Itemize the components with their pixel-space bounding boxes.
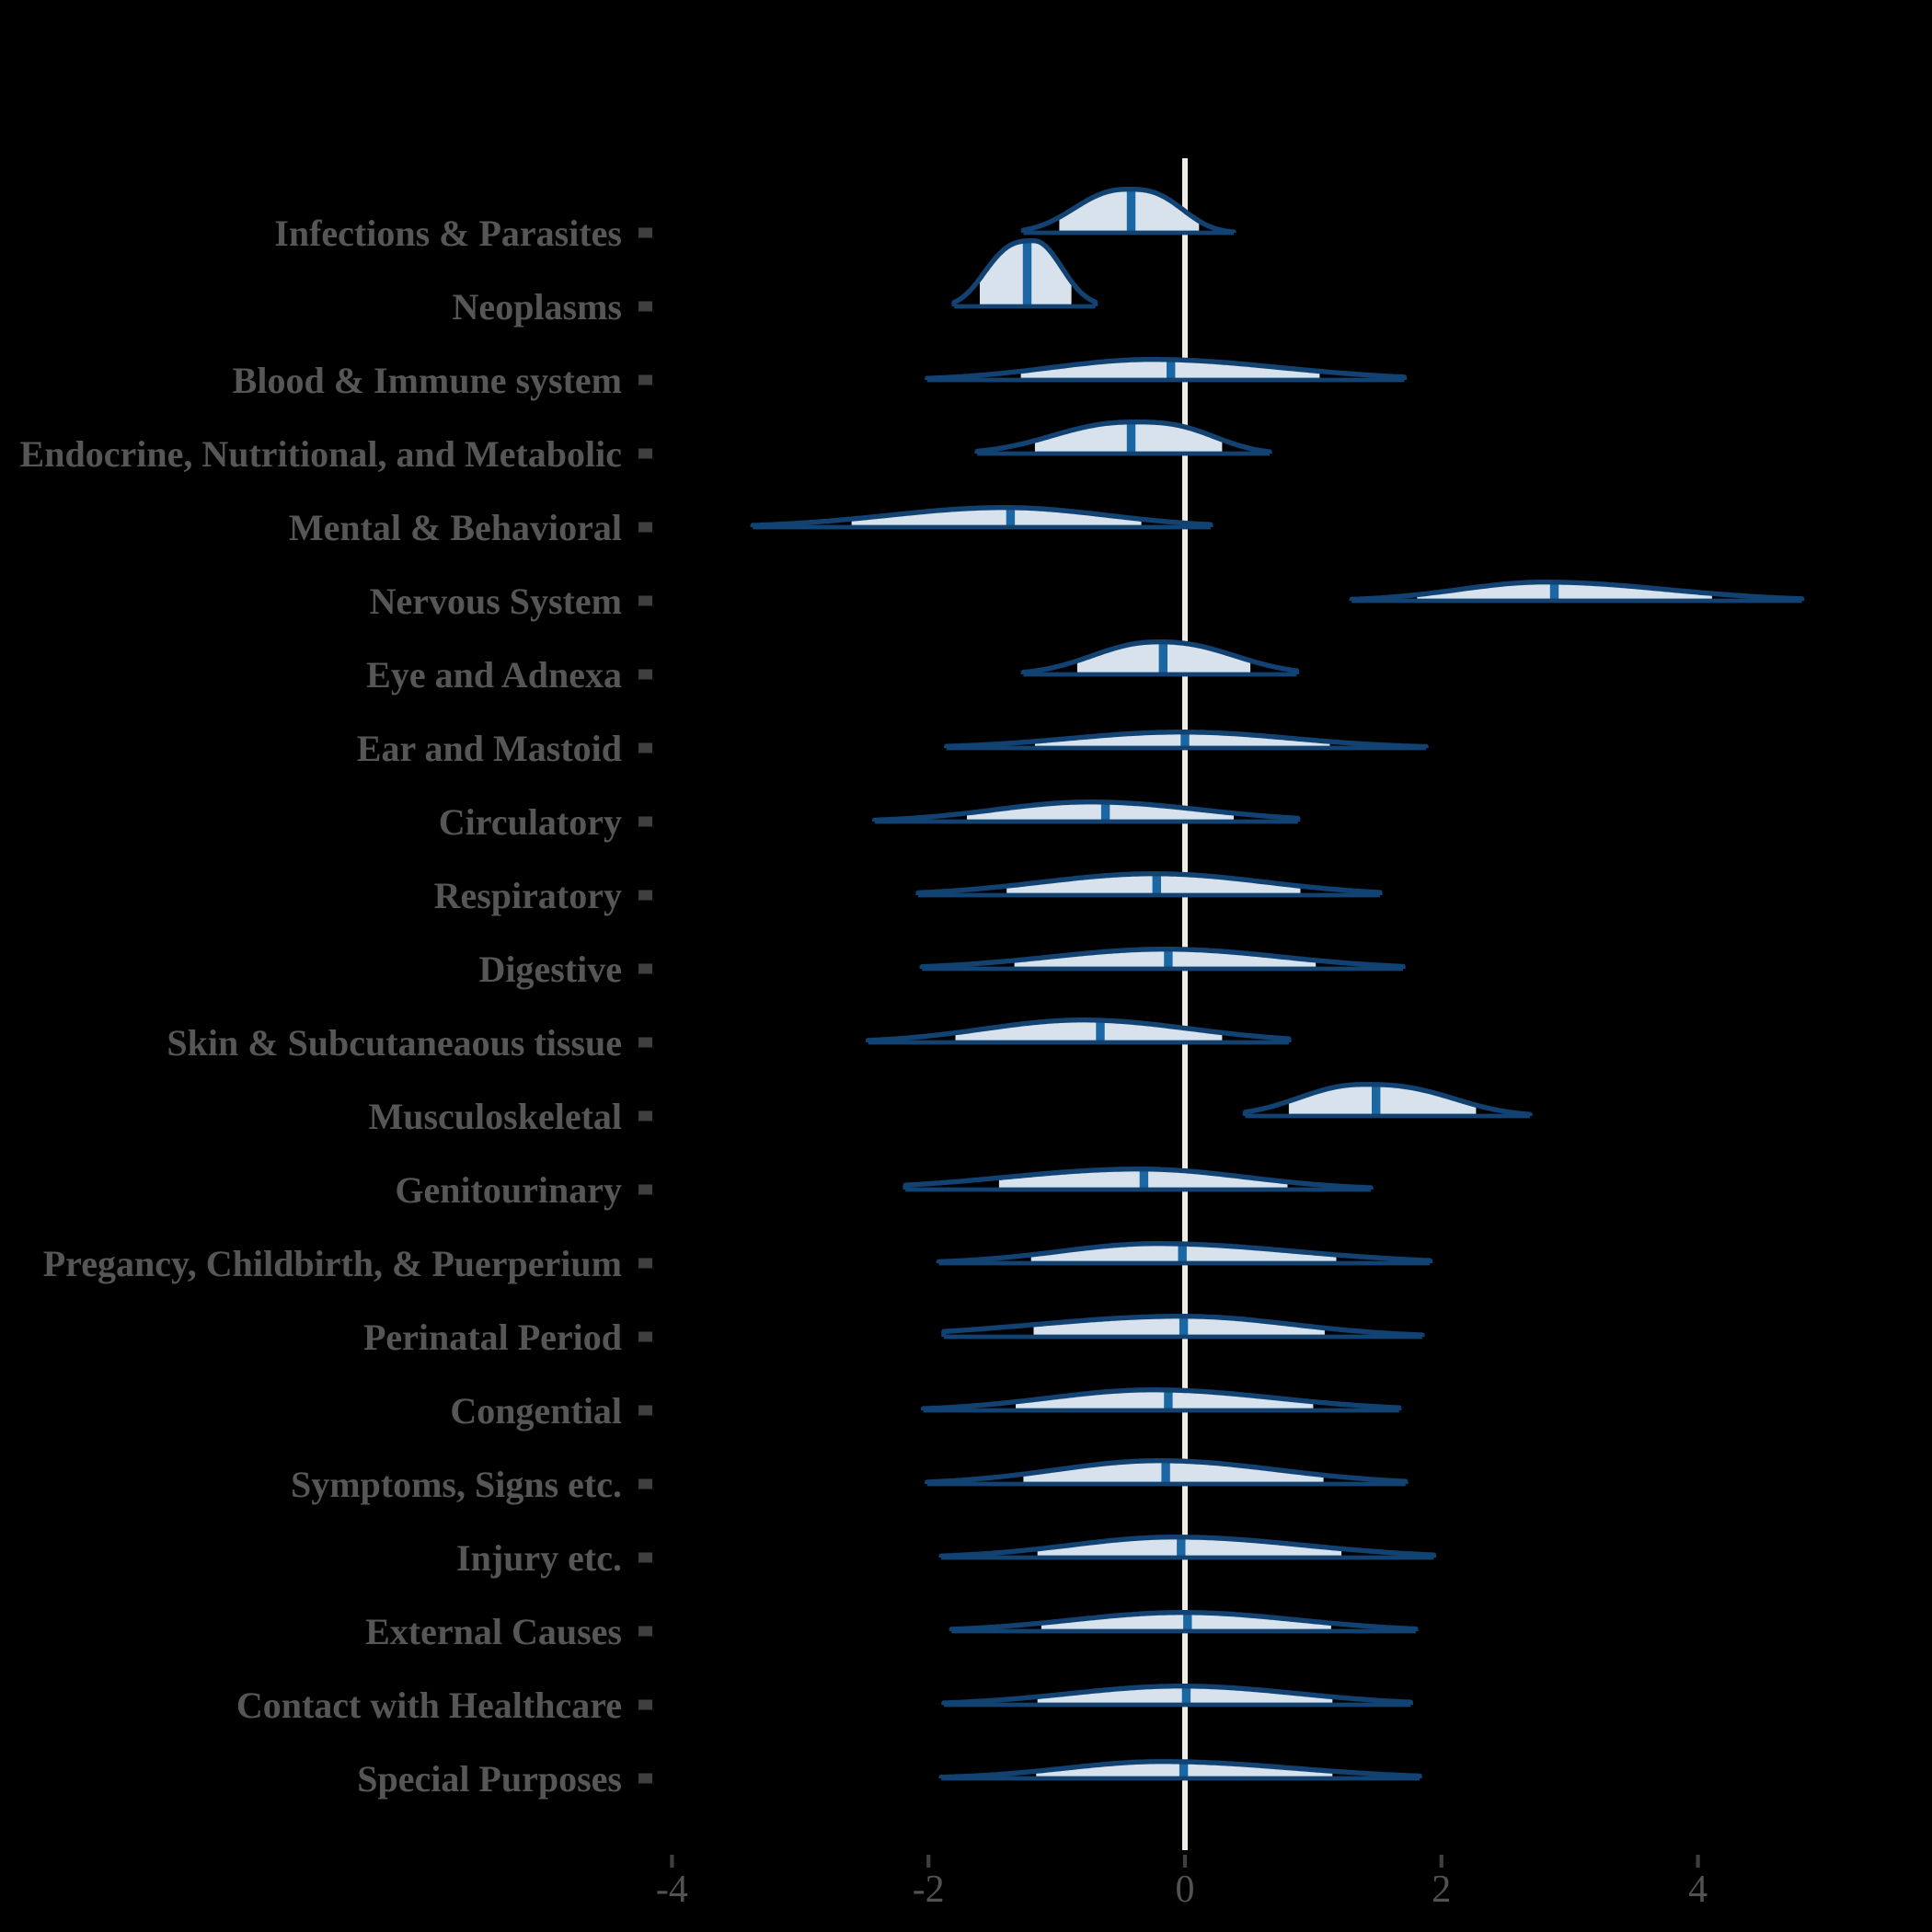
svg-text:Neoplasms: Neoplasms	[453, 286, 622, 328]
svg-text:2: 2	[1432, 1869, 1451, 1911]
svg-text:0: 0	[1176, 1869, 1195, 1911]
svg-text:Genitourinary: Genitourinary	[395, 1169, 622, 1211]
svg-text:Contact with Healthcare: Contact with Healthcare	[236, 1685, 622, 1726]
svg-text:Blood & Immune system: Blood & Immune system	[233, 360, 622, 401]
svg-text:Digestive: Digestive	[478, 949, 622, 990]
svg-text:Ear and Mastoid: Ear and Mastoid	[357, 728, 622, 769]
svg-text:Endocrine, Nutritional, and Me: Endocrine, Nutritional, and Metabolic	[20, 433, 622, 475]
svg-text:Infections & Parasites: Infections & Parasites	[274, 213, 622, 254]
svg-text:Skin & Subcutaneaous tissue: Skin & Subcutaneaous tissue	[167, 1022, 622, 1064]
svg-text:Congential: Congential	[450, 1390, 622, 1432]
svg-text:Pregancy, Childbirth, & Puerpe: Pregancy, Childbirth, & Puerperium	[43, 1243, 622, 1284]
svg-text:Musculoskeletal: Musculoskeletal	[368, 1096, 622, 1137]
svg-text:Symptoms, Signs etc.: Symptoms, Signs etc.	[291, 1464, 622, 1505]
svg-text:External Causes: External Causes	[365, 1611, 622, 1652]
svg-text:Circulatory: Circulatory	[439, 801, 622, 843]
svg-text:Nervous System: Nervous System	[370, 581, 622, 622]
svg-text:-4: -4	[656, 1869, 688, 1911]
svg-text:Respiratory: Respiratory	[434, 875, 622, 916]
svg-text:4: 4	[1688, 1869, 1708, 1911]
svg-text:Eye and Adnexa: Eye and Adnexa	[366, 654, 622, 696]
svg-text:Injury etc.: Injury etc.	[456, 1537, 622, 1579]
svg-text:Mental & Behavioral: Mental & Behavioral	[289, 507, 622, 548]
svg-text:-2: -2	[913, 1869, 945, 1911]
svg-text:Perinatal Period: Perinatal Period	[363, 1317, 622, 1358]
svg-text:Special Purposes: Special Purposes	[357, 1758, 622, 1800]
